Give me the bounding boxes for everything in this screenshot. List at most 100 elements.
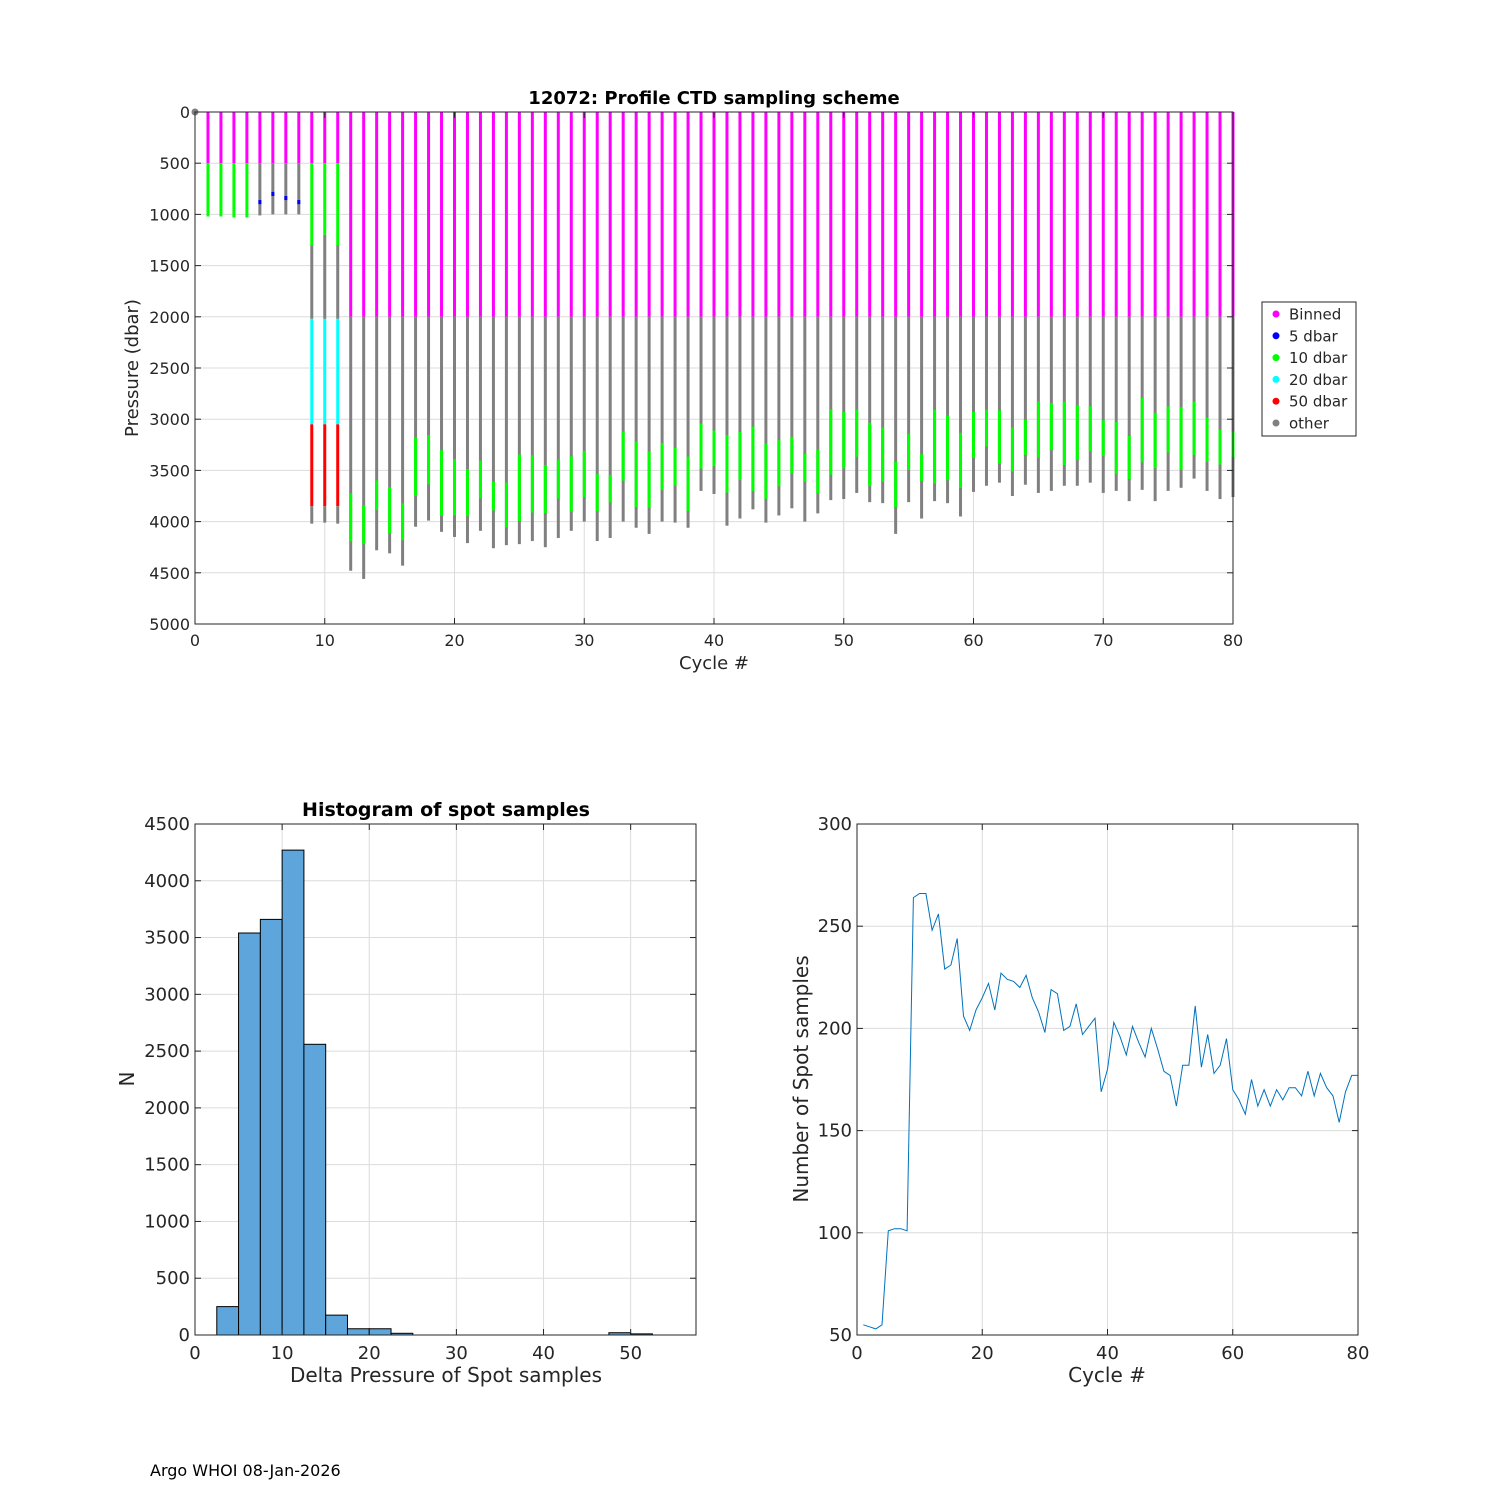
binned-segment <box>206 112 210 164</box>
y-tick-label: 500 <box>156 1268 190 1289</box>
binned-segment <box>764 112 768 317</box>
binned-segment <box>232 112 236 164</box>
10dbar-segment <box>517 454 521 522</box>
10dbar-segment <box>764 443 768 499</box>
10dbar-segment <box>816 449 820 494</box>
binned-segment <box>660 112 664 317</box>
10dbar-segment <box>647 451 651 508</box>
other-segment <box>271 163 275 215</box>
y-tick-label: 300 <box>818 814 852 835</box>
binned-segment <box>855 112 859 317</box>
binned-segment <box>1049 112 1053 317</box>
histogram-bar <box>325 1314 348 1336</box>
10dbar-segment <box>219 163 223 217</box>
x-tick-label: 60 <box>1221 1343 1244 1364</box>
y-tick-label: 100 <box>818 1223 852 1244</box>
x-tick-label: 10 <box>315 631 335 650</box>
10dbar-segment <box>1088 406 1092 452</box>
y-tick-label: 4500 <box>144 814 190 835</box>
10dbar-segment <box>725 435 729 493</box>
binned-segment <box>362 112 366 317</box>
other-segment <box>517 316 521 545</box>
binned-segment <box>414 112 418 317</box>
other-segment <box>1010 316 1014 496</box>
binned-segment <box>984 112 988 317</box>
10dbar-segment <box>1127 435 1131 480</box>
other-segment <box>543 316 547 548</box>
binned-segment <box>1036 112 1040 317</box>
other-segment <box>608 316 612 538</box>
legend-label: 5 dbar <box>1289 327 1339 345</box>
10dbar-segment <box>1036 401 1040 458</box>
binned-segment <box>608 112 612 317</box>
10dbar-segment <box>673 447 677 486</box>
10dbar-segment <box>829 409 833 475</box>
histogram-bar <box>281 849 305 1336</box>
other-segment <box>427 316 431 521</box>
other-segment <box>258 163 262 216</box>
10dbar-segment <box>453 459 456 516</box>
other-segment <box>984 316 988 486</box>
binned-segment <box>738 112 742 317</box>
binned-segment <box>1153 112 1157 317</box>
10dbar-segment <box>375 480 379 511</box>
y-tick-label: 3000 <box>144 984 190 1005</box>
other-segment <box>647 316 651 534</box>
spot-samples-x-axis-label: Cycle # <box>1068 1363 1146 1387</box>
x-tick-label: 10 <box>271 1343 294 1364</box>
binned-segment <box>751 112 755 317</box>
histogram-bar <box>368 1328 392 1336</box>
10dbar-segment <box>634 441 638 508</box>
binned-segment <box>440 112 444 317</box>
y-tick-label: 1500 <box>144 1155 190 1176</box>
binned-segment <box>712 112 716 317</box>
binned-segment <box>1166 112 1170 317</box>
binned-segment <box>907 112 911 317</box>
other-segment <box>725 316 729 526</box>
binned-segment <box>401 112 405 317</box>
10dbar-segment <box>478 460 482 499</box>
binned-segment <box>1010 112 1014 317</box>
other-segment <box>453 316 456 537</box>
binned-segment <box>1140 112 1144 317</box>
binned-segment <box>1179 112 1183 317</box>
10dbar-segment <box>1179 407 1183 470</box>
10dbar-segment <box>323 163 327 235</box>
binned-segment <box>427 112 431 317</box>
10dbar-segment <box>868 422 872 487</box>
binned-segment <box>829 112 833 317</box>
y-tick-label: 2000 <box>149 308 190 327</box>
x-tick-label: 20 <box>444 631 464 650</box>
binned-segment <box>933 112 937 317</box>
binned-segment <box>1062 112 1066 317</box>
binned-segment <box>881 112 885 317</box>
10dbar-segment <box>595 474 599 512</box>
histogram-chart: 0 10 20 30 40 5005001000150020002500300035004… <box>115 799 697 1387</box>
binned-segment <box>284 112 288 164</box>
10dbar-segment <box>777 440 781 487</box>
other-segment <box>491 316 495 549</box>
x-tick-label: 50 <box>834 631 854 650</box>
y-tick-label: 200 <box>818 1018 852 1039</box>
other-segment <box>362 316 366 579</box>
10dbar-segment <box>699 423 703 469</box>
other-segment <box>959 316 963 517</box>
x-tick-label: 0 <box>851 1343 862 1364</box>
other-segment <box>777 316 781 516</box>
10dbar-segment <box>556 459 560 499</box>
y-tick-label: 2000 <box>144 1098 190 1119</box>
other-segment <box>738 316 742 519</box>
legend-marker <box>1272 419 1280 427</box>
binned-segment <box>297 112 301 164</box>
10dbar-segment <box>881 427 885 482</box>
binned-segment <box>699 112 703 317</box>
10dbar-segment <box>427 435 431 485</box>
x-tick-label: 30 <box>574 631 594 650</box>
y-tick-label: 50 <box>829 1325 852 1346</box>
other-segment <box>1101 316 1105 493</box>
x-tick-label: 80 <box>1347 1343 1370 1364</box>
other-segment <box>336 245 340 319</box>
x-tick-label: 40 <box>1096 1343 1119 1364</box>
binned-segment <box>582 112 586 317</box>
other-segment <box>440 316 444 532</box>
